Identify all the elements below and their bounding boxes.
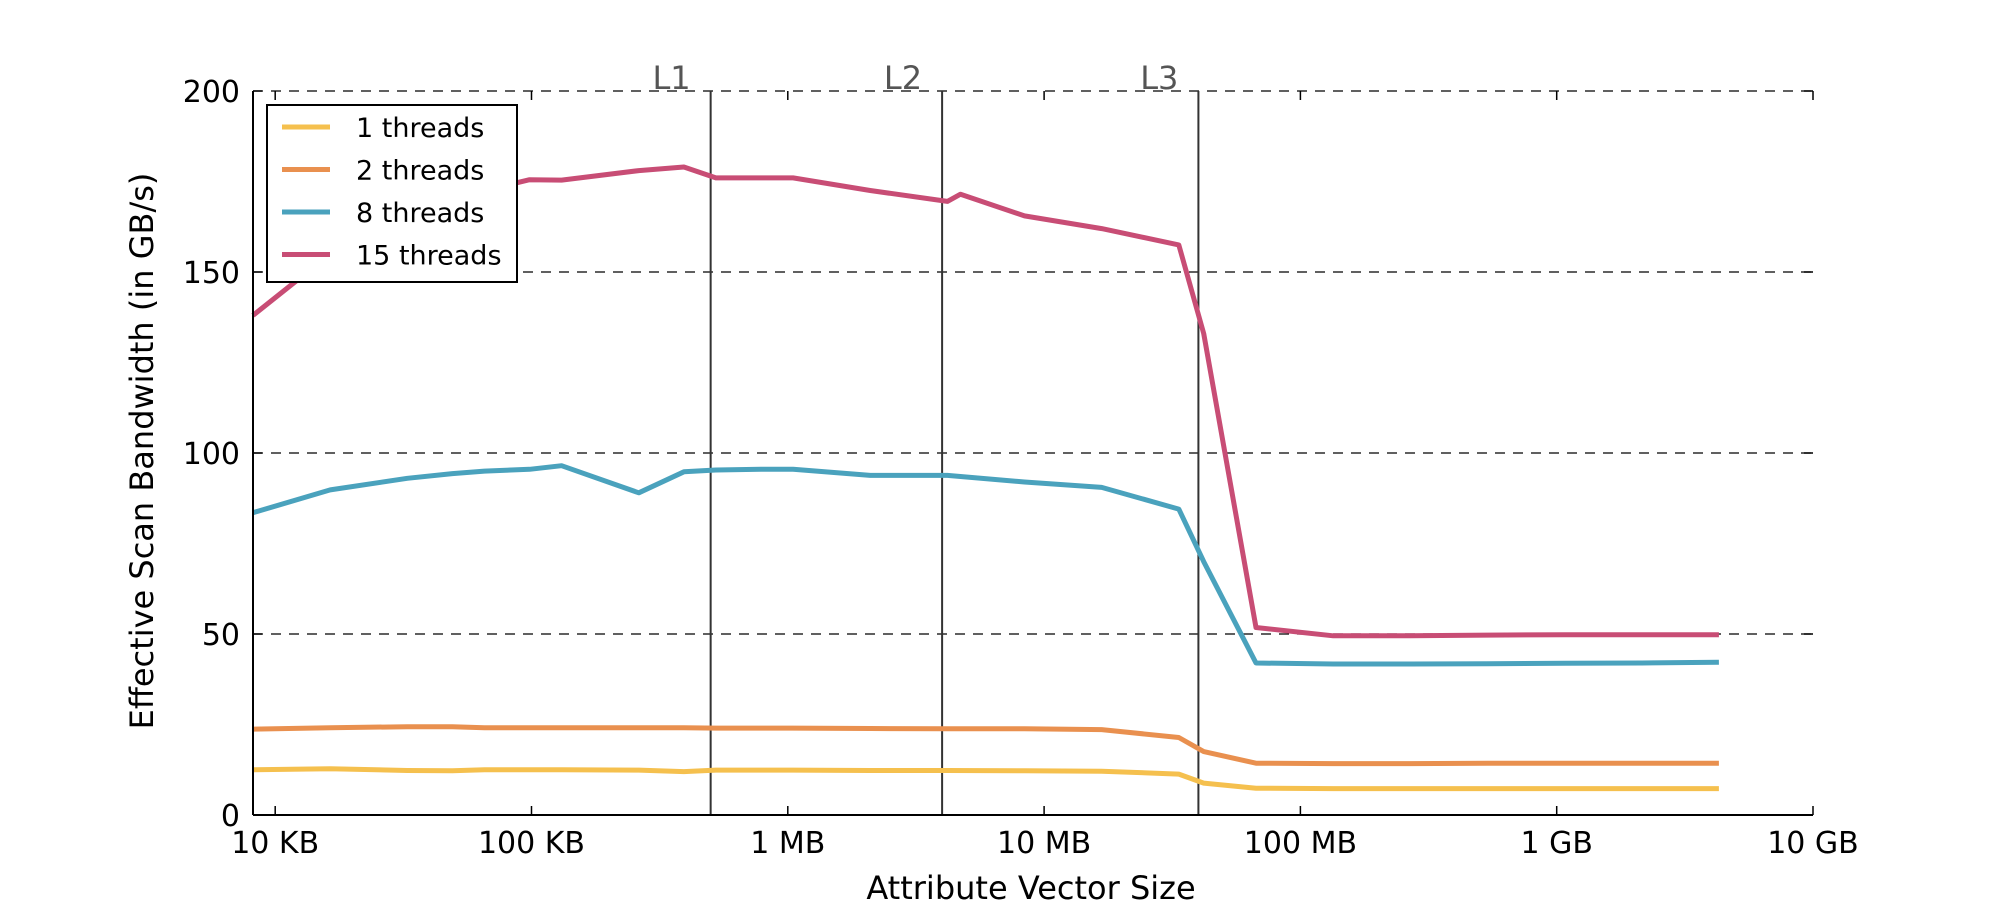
series-line-2-threads	[252, 724, 1719, 767]
legend-label-1-threads: 1 threads	[356, 113, 484, 144]
cache-label-l2: L2	[884, 59, 922, 97]
y-tick-label-0: 0	[221, 799, 240, 834]
x-axis-label: Attribute Vector Size	[866, 869, 1195, 900]
series-line-1-threads	[252, 766, 1719, 792]
x-tick-label-3: 10 MB	[997, 826, 1091, 861]
legend-label-8-threads: 8 threads	[356, 198, 484, 229]
x-tick-label-4: 100 MB	[1244, 826, 1357, 861]
cache-lines: L1 L2 L3	[652, 59, 1200, 815]
y-tick-label-2: 100	[183, 437, 240, 472]
cache-label-l3: L3	[1140, 59, 1178, 97]
axes	[252, 90, 1814, 816]
x-tick-label-0: 10 KB	[231, 826, 319, 861]
cache-label-l1: L1	[652, 59, 690, 97]
y-tick-label-4: 200	[183, 75, 240, 110]
x-tick-label-5: 1 GB	[1520, 826, 1592, 861]
series-line-8-threads	[252, 463, 1719, 667]
y-axis-label: Effective Scan Bandwidth (in GB/s)	[123, 173, 161, 730]
legend-label-15-threads: 15 threads	[356, 241, 502, 272]
x-tick-label-1: 100 KB	[478, 826, 585, 861]
tick-labels: 10 KB 100 KB 1 MB 10 MB 100 MB 1 GB 10 GB 0 50 10…	[183, 75, 1859, 861]
y-tick-label-1: 50	[202, 618, 240, 653]
legend: 1 threads 2 threads 8 threads 15 threads	[266, 104, 518, 283]
x-tick-label-6: 10 GB	[1767, 826, 1859, 861]
y-tick-label-3: 150	[183, 256, 240, 291]
legend-label-2-threads: 2 threads	[356, 156, 484, 187]
x-tick-label-2: 1 MB	[750, 826, 825, 861]
